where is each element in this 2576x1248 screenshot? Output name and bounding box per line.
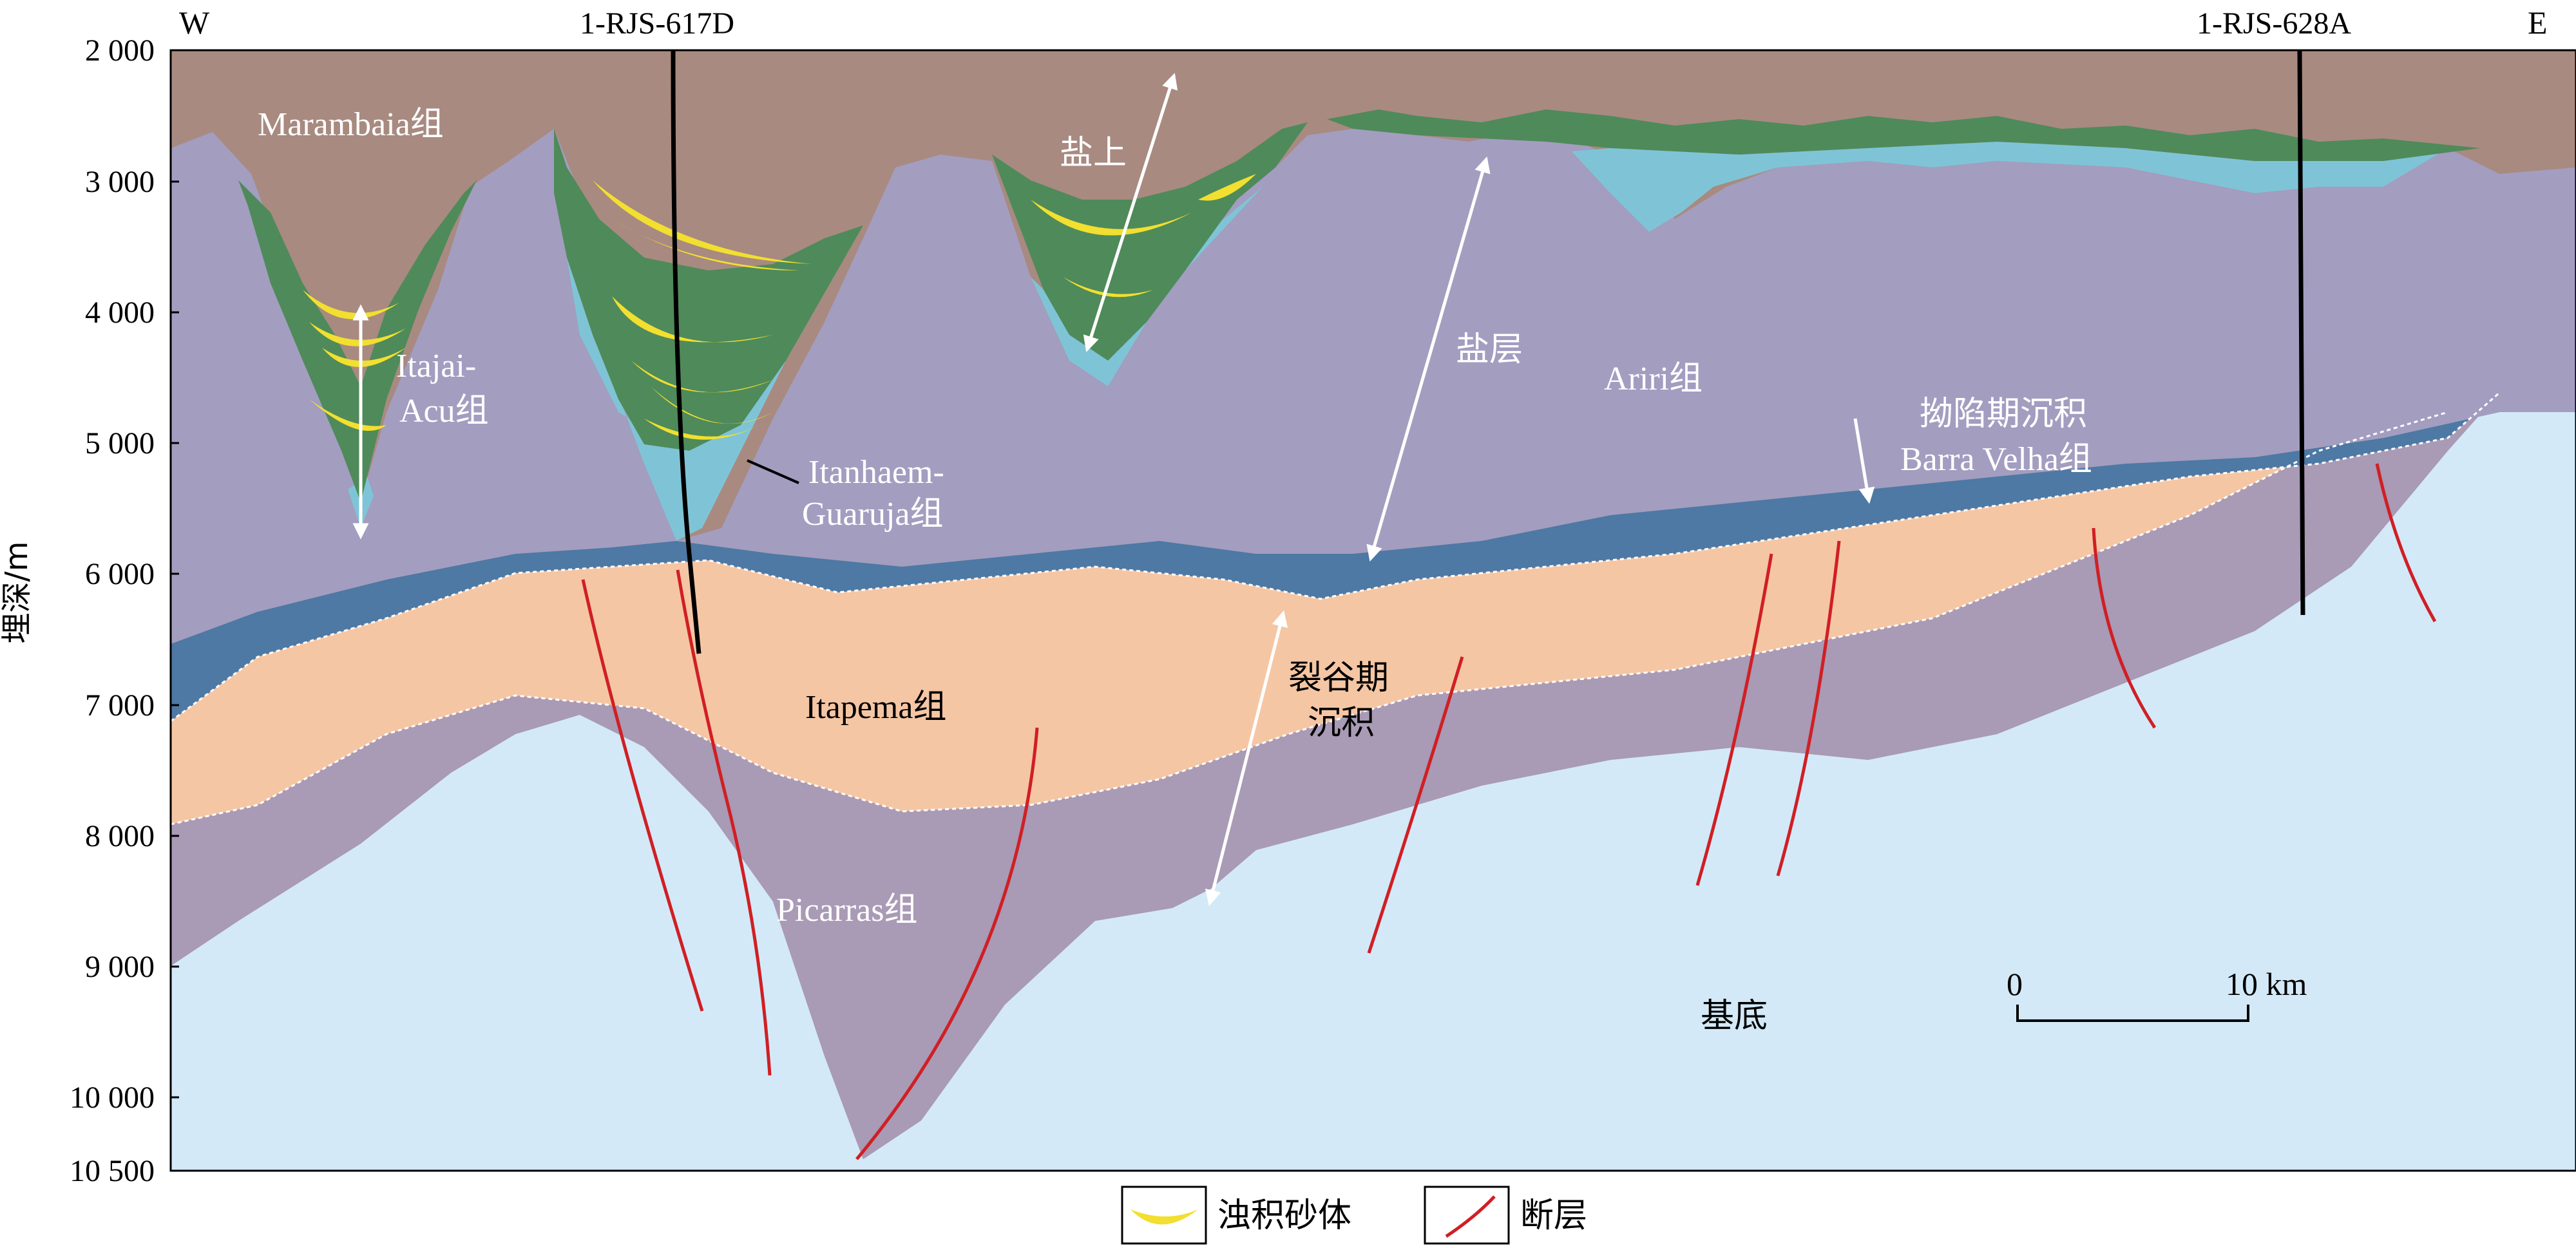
fault	[1776, 540, 1841, 876]
tick-label: 7 000	[85, 688, 155, 723]
top-rift-horizon	[170, 392, 2500, 723]
label-ariri: Ariri组	[1604, 361, 1703, 397]
legend-fault-label: 断层	[1520, 1196, 1587, 1235]
itajai-green-left	[238, 180, 477, 502]
fault	[1695, 553, 1773, 886]
label-rift-1: 裂谷期	[1288, 659, 1389, 697]
tick-label: 3 000	[85, 165, 155, 199]
label-basement: 基底	[1701, 997, 1768, 1035]
sand-lens	[593, 180, 812, 264]
sand-lens	[309, 399, 386, 431]
legend: 浊积砂体 断层	[1121, 1186, 1587, 1245]
sand-lens	[309, 322, 406, 346]
sand-lens	[303, 290, 399, 319]
sand-lens	[644, 419, 760, 440]
tick-label: 10 500	[70, 1154, 155, 1188]
label-post-salt: 盐上	[1060, 134, 1127, 173]
scale-bar-zero: 0	[2007, 966, 2023, 1002]
formation-labels: Marambaia组 Itajai- Acu组 Itanhaem- Guaruj…	[258, 106, 2092, 929]
green-right	[1327, 109, 2480, 161]
fault	[2375, 463, 2437, 623]
sand-lens	[1198, 174, 1256, 201]
label-sag-1: 拗陷期沉积	[1920, 395, 2087, 433]
itanhaem-cyan-left	[567, 232, 857, 541]
fault	[676, 569, 772, 1076]
legend-turbidite-label: 浊积砂体	[1217, 1196, 1351, 1235]
east-label: E	[2528, 5, 2548, 41]
label-itapema: Itapema组	[805, 689, 946, 726]
scale-bar: 0 10 km	[2007, 966, 2307, 1022]
formation-labels-dark: Itapema组 裂谷期 沉积 基底	[805, 659, 1768, 1035]
label-itajai-2: Acu组	[399, 393, 489, 430]
label-marambaia: Marambaia组	[258, 106, 444, 143]
fault	[581, 579, 704, 1012]
salt-thickness-arrow	[1366, 156, 1491, 562]
west-label: W	[179, 5, 210, 41]
label-itajai-1: Itajai-	[396, 348, 476, 384]
scale-bar-ten: 10 km	[2226, 966, 2307, 1002]
thickness-arrows	[352, 73, 1875, 907]
faults	[581, 463, 2437, 1160]
label-itanhaem-1: Itanhaem-	[808, 454, 944, 491]
label-rift-2: 沉积	[1308, 704, 1375, 742]
sag-pointer-arrow	[1853, 418, 1875, 504]
depth-axis	[171, 49, 179, 1172]
well-1-rjs-617d	[671, 50, 701, 654]
itanhaem-green-left	[554, 129, 863, 451]
rift-layer	[171, 393, 2499, 824]
tick-label: 4 000	[85, 296, 155, 330]
section-layers	[169, 49, 2576, 1172]
legend-fault-swatch	[1424, 1186, 1510, 1245]
fault	[855, 727, 1039, 1160]
label-salt: 盐层	[1456, 330, 1523, 369]
sand-lens	[612, 296, 773, 343]
label-picarras: Picarras组	[776, 892, 917, 929]
well-label-left: 1-RJS-617D	[580, 6, 734, 41]
horizon-lines	[170, 392, 2500, 826]
legend-turbidite-swatch	[1121, 1186, 1207, 1245]
well-1-rjs-628a	[2297, 50, 2305, 616]
post-salt-thickness-arrow	[1083, 73, 1178, 352]
fault	[2092, 527, 2157, 729]
itanhaem-leader-line	[747, 459, 799, 484]
picarras-layer	[171, 393, 2499, 1159]
tick-label: 10 000	[70, 1081, 155, 1115]
tick-label: 2 000	[85, 33, 155, 68]
legend-fault-icon	[1445, 1195, 1496, 1238]
itanhaem-cyan-right	[1572, 142, 2448, 232]
sag-layer	[171, 393, 2499, 721]
sand-lens	[631, 361, 773, 393]
sand-lens	[322, 348, 406, 367]
legend-turbidite-icon	[1131, 1209, 1198, 1225]
tick-label: 9 000	[85, 950, 155, 984]
tick-label: 5 000	[85, 426, 155, 460]
tick-label: 8 000	[85, 819, 155, 853]
scale-bar-line	[2016, 1005, 2249, 1022]
plot-frame	[169, 49, 2576, 1172]
wells	[671, 50, 2305, 654]
fault	[1367, 656, 1464, 954]
label-sag-2: Barra Velha组	[1900, 441, 2092, 478]
rift-thickness-arrow	[1205, 610, 1288, 907]
depth-axis-title: 埋深/m	[0, 542, 35, 644]
label-itanhaem-2: Guaruja组	[802, 496, 943, 533]
base-rift-horizon	[170, 411, 2448, 826]
basement-layer	[171, 393, 2576, 1171]
tick-label: 6 000	[85, 557, 155, 591]
well-label-right: 1-RJS-628A	[2197, 6, 2351, 41]
depth-tick-labels: 2 000 3 000 4 000 5 000 6 000 7 000 8 00…	[70, 33, 155, 1188]
